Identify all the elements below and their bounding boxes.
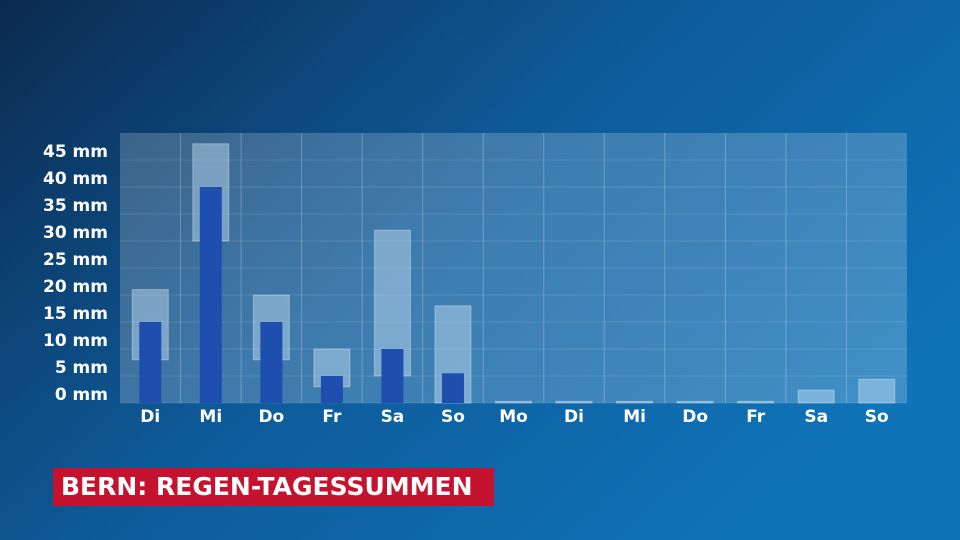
x-tick-label: Sa (381, 407, 405, 427)
x-tick-label: Fr (746, 407, 766, 427)
y-tick-label: 25 mm (43, 250, 108, 270)
y-tick-label: 40 mm (43, 169, 108, 189)
x-tick-label: Di (140, 407, 160, 427)
x-tick-label: Mi (199, 407, 222, 427)
range-box (797, 389, 835, 404)
x-tick-label: So (441, 407, 465, 427)
range-box (676, 400, 714, 404)
range-box (495, 400, 532, 404)
x-tick-label: Mo (499, 407, 528, 427)
bar (199, 187, 222, 403)
bar (320, 376, 343, 403)
x-tick-label: Do (258, 407, 284, 427)
bar (381, 349, 404, 403)
bar (441, 373, 464, 403)
plot-area (120, 133, 907, 403)
title-box (53, 468, 494, 506)
y-tick-label: 35 mm (43, 196, 108, 216)
y-tick-label: 5 mm (55, 358, 108, 378)
range-box (616, 400, 654, 404)
y-tick-label: 0 mm (55, 385, 108, 405)
bar (139, 322, 162, 403)
chart-title: BERN: REGEN-TAGESSUMMEN (61, 472, 473, 501)
bar (260, 322, 283, 403)
x-tick-label: Do (682, 407, 708, 427)
y-tick-label: 20 mm (43, 277, 108, 297)
range-box (555, 400, 593, 404)
y-tick-label: 15 mm (43, 304, 108, 324)
y-tick-label: 30 mm (43, 223, 108, 243)
range-box (737, 400, 775, 404)
y-tick-label: 45 mm (43, 142, 108, 162)
x-tick-label: Mi (623, 407, 646, 427)
y-tick-label: 10 mm (43, 331, 108, 351)
x-tick-label: Fr (322, 407, 342, 427)
x-tick-label: So (865, 407, 889, 427)
x-tick-label: Sa (804, 407, 828, 427)
range-box (858, 378, 896, 404)
x-tick-label: Di (564, 407, 584, 427)
